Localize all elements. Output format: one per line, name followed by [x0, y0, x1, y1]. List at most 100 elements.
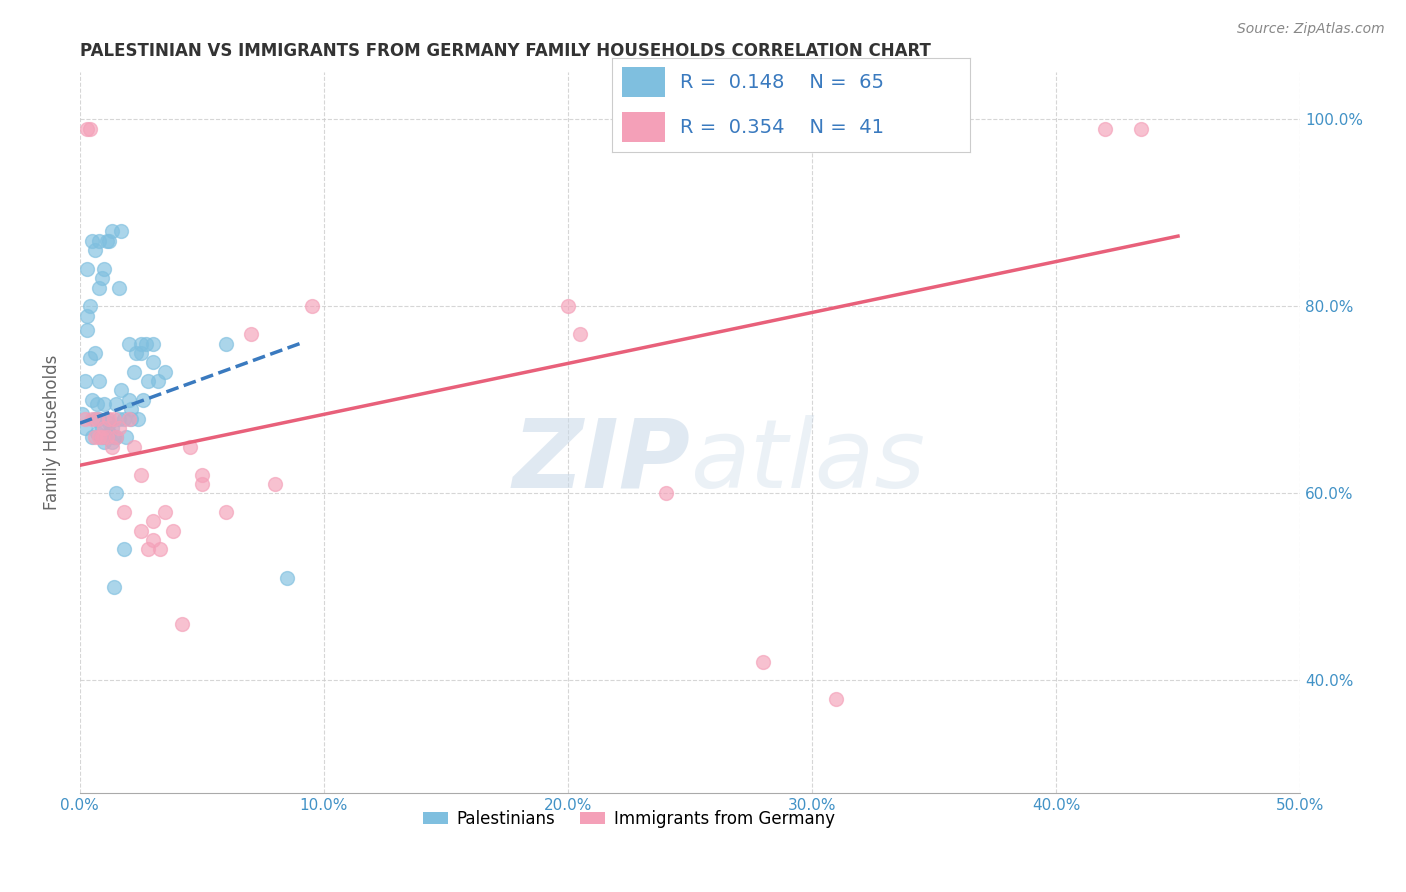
Immigrants from Germany: [155, 505, 177, 519]
Palestinians: [98, 425, 121, 440]
Immigrants from Germany: [129, 467, 152, 482]
Immigrants from Germany: [162, 524, 184, 538]
Palestinians: [76, 309, 98, 323]
Immigrants from Germany: [264, 477, 287, 491]
Palestinians: [100, 421, 122, 435]
FancyBboxPatch shape: [623, 68, 665, 97]
Immigrants from Germany: [118, 411, 141, 425]
Palestinians: [72, 407, 94, 421]
FancyBboxPatch shape: [623, 112, 665, 142]
Immigrants from Germany: [108, 421, 131, 435]
Immigrants from Germany: [752, 655, 775, 669]
Immigrants from Germany: [557, 299, 579, 313]
Immigrants from Germany: [191, 467, 214, 482]
Palestinians: [100, 434, 122, 449]
Palestinians: [112, 411, 135, 425]
Palestinians: [155, 365, 177, 379]
Palestinians: [86, 425, 108, 440]
Palestinians: [89, 411, 111, 425]
Palestinians: [90, 421, 112, 435]
Palestinians: [129, 336, 152, 351]
Palestinians: [93, 261, 115, 276]
Y-axis label: Family Households: Family Households: [44, 355, 60, 510]
Palestinians: [100, 224, 122, 238]
Palestinians: [105, 486, 128, 500]
Palestinians: [79, 351, 101, 365]
Palestinians: [103, 430, 125, 444]
Palestinians: [89, 374, 111, 388]
Palestinians: [80, 430, 103, 444]
Text: ZIP: ZIP: [512, 415, 690, 508]
Palestinians: [89, 280, 111, 294]
Palestinians: [93, 434, 115, 449]
Palestinians: [132, 392, 155, 407]
Immigrants from Germany: [569, 327, 592, 342]
Palestinians: [110, 224, 132, 238]
Palestinians: [98, 234, 121, 248]
Immigrants from Germany: [90, 430, 112, 444]
Immigrants from Germany: [83, 430, 105, 444]
Immigrants from Germany: [80, 411, 103, 425]
Immigrants from Germany: [191, 477, 214, 491]
Palestinians: [118, 392, 141, 407]
Palestinians: [120, 402, 142, 417]
Palestinians: [80, 392, 103, 407]
Text: PALESTINIAN VS IMMIGRANTS FROM GERMANY FAMILY HOUSEHOLDS CORRELATION CHART: PALESTINIAN VS IMMIGRANTS FROM GERMANY F…: [80, 42, 931, 60]
Palestinians: [93, 397, 115, 411]
Immigrants from Germany: [105, 430, 128, 444]
Palestinians: [125, 346, 148, 360]
Immigrants from Germany: [172, 617, 194, 632]
Immigrants from Germany: [103, 411, 125, 425]
Palestinians: [76, 261, 98, 276]
Immigrants from Germany: [96, 430, 118, 444]
Immigrants from Germany: [825, 692, 848, 706]
Palestinians: [129, 346, 152, 360]
Palestinians: [118, 336, 141, 351]
Immigrants from Germany: [129, 524, 152, 538]
Palestinians: [105, 397, 128, 411]
Palestinians: [115, 430, 138, 444]
Palestinians: [146, 374, 169, 388]
Palestinians: [96, 430, 118, 444]
Palestinians: [136, 374, 159, 388]
Palestinians: [122, 365, 145, 379]
Palestinians: [73, 421, 96, 435]
Palestinians: [110, 384, 132, 398]
Palestinians: [105, 430, 128, 444]
Immigrants from Germany: [149, 542, 172, 557]
Palestinians: [76, 323, 98, 337]
Immigrants from Germany: [136, 542, 159, 557]
Immigrants from Germany: [654, 486, 676, 500]
Palestinians: [127, 411, 149, 425]
Palestinians: [96, 234, 118, 248]
Immigrants from Germany: [239, 327, 262, 342]
Palestinians: [89, 234, 111, 248]
Immigrants from Germany: [1130, 121, 1153, 136]
Text: R =  0.354    N =  41: R = 0.354 N = 41: [679, 118, 884, 136]
Palestinians: [103, 580, 125, 594]
Palestinians: [276, 570, 298, 584]
Immigrants from Germany: [73, 411, 96, 425]
Palestinians: [142, 355, 165, 369]
Immigrants from Germany: [122, 440, 145, 454]
Immigrants from Germany: [100, 440, 122, 454]
Immigrants from Germany: [86, 411, 108, 425]
Palestinians: [98, 416, 121, 430]
Palestinians: [83, 243, 105, 257]
Palestinians: [135, 336, 157, 351]
Palestinians: [80, 234, 103, 248]
Immigrants from Germany: [93, 421, 115, 435]
Immigrants from Germany: [98, 411, 121, 425]
Palestinians: [90, 430, 112, 444]
Immigrants from Germany: [142, 515, 165, 529]
Text: atlas: atlas: [690, 415, 925, 508]
Palestinians: [120, 411, 142, 425]
Immigrants from Germany: [301, 299, 323, 313]
Palestinians: [96, 411, 118, 425]
Immigrants from Germany: [112, 505, 135, 519]
Immigrants from Germany: [1094, 121, 1116, 136]
Immigrants from Germany: [142, 533, 165, 548]
Immigrants from Germany: [76, 121, 98, 136]
Palestinians: [108, 280, 131, 294]
Palestinians: [83, 411, 105, 425]
